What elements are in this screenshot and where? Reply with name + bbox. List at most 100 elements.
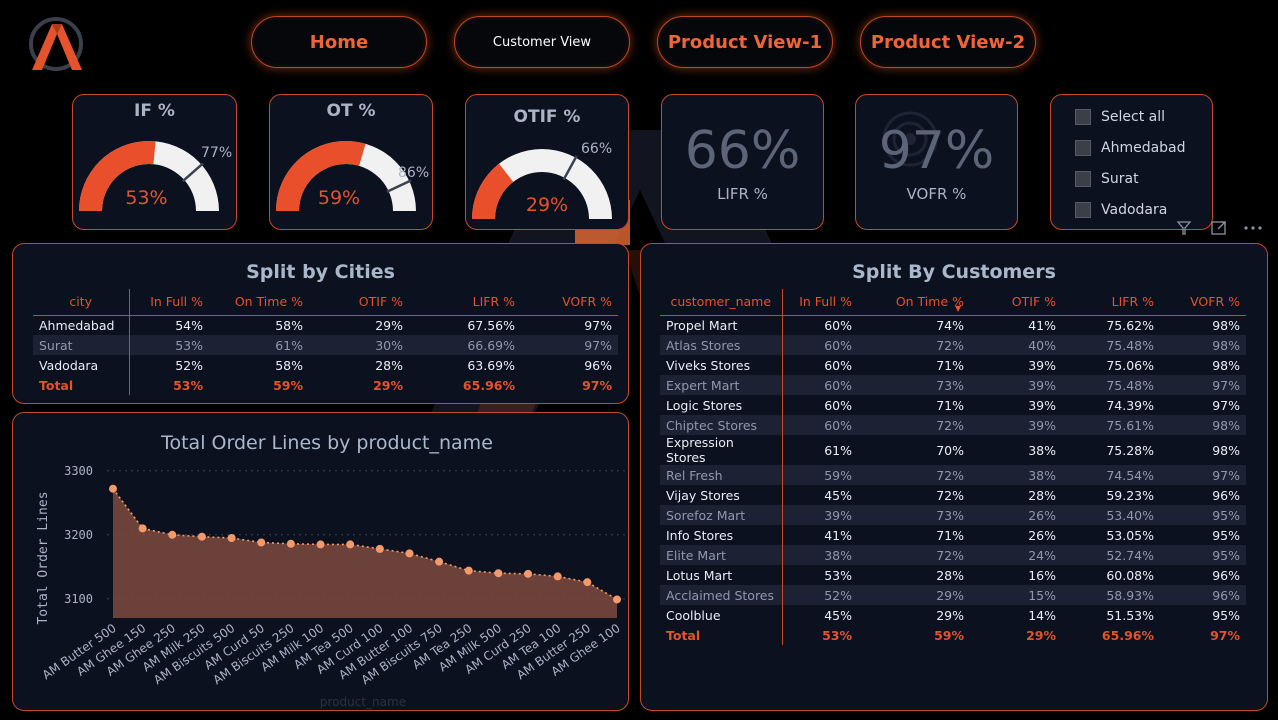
nav-product-view-2-button[interactable]: Product View-2 [860,16,1036,68]
table-cell: 58.93% [1062,585,1160,605]
data-point[interactable] [375,544,384,553]
table-total-cell: 65.96% [1101,627,1154,643]
slicer-item-select-all[interactable]: Select all [1075,109,1165,125]
column-header-otif[interactable]: OTIF % [970,289,1062,316]
column-header-in-full[interactable]: In Full % [129,289,209,316]
column-header-lifr[interactable]: LIFR % [1062,289,1160,316]
table-cell: 40% [970,335,1062,355]
slicer-item-surat[interactable]: Surat [1075,171,1139,187]
table-cell: 24% [970,545,1062,565]
column-header-in-full[interactable]: In Full % [782,289,858,316]
if-gauge [79,141,219,211]
table-total-cell: 29% [1026,627,1056,643]
otif-gauge-card[interactable]: OTIF % 29% 66% [465,94,629,230]
table-cell: 45% [824,487,852,503]
lifr-kpi-card[interactable]: 66% LIFR % [661,94,824,230]
table-row[interactable]: Info Stores 41% 71% 26% 53.05% 95% [660,525,1246,545]
ot-gauge-card[interactable]: OT % 59% 86% [269,94,433,230]
table-cell: 98% [1160,335,1246,355]
data-point[interactable] [435,557,444,566]
slicer-item-ahmedabad[interactable]: Ahmedabad [1075,140,1186,156]
table-row[interactable]: Acclaimed Stores 52% 29% 15% 58.93% 96% [660,585,1246,605]
kpi-label: VOFR % [906,185,967,203]
data-point[interactable] [109,484,117,493]
table-row[interactable]: Ahmedabad 54% 58% 29% 67.56% 97% [33,315,618,335]
column-header-customer-name[interactable]: customer_name [660,289,783,316]
table-row[interactable]: Coolblue 45% 29% 14% 51.53% 95% [660,605,1246,625]
gauge-value: 53% [125,187,168,209]
table-row[interactable]: Logic Stores 60% 71% 39% 74.39% 97% [660,395,1246,415]
data-point[interactable] [613,595,621,604]
table-cell: 60% [824,397,852,413]
gauge-value: 29% [525,194,569,216]
table-cell: Expert Mart [660,375,783,395]
checkbox[interactable] [1075,109,1091,125]
filter-icon[interactable] [1176,220,1192,236]
table-cell: 72% [858,545,970,565]
kpi-value: 97% [878,121,995,181]
data-point[interactable] [257,538,266,547]
table-cell: 60% [782,335,858,355]
checkbox[interactable] [1075,202,1091,218]
table-row[interactable]: Vadodara 52% 58% 28% 63.69% 96% [33,355,618,375]
table-row[interactable]: Expert Mart 60% 73% 39% 75.48% 97% [660,375,1246,395]
table-cell: 75.06% [1106,357,1154,373]
if-gauge-card[interactable]: IF % 53% 77% [72,94,237,230]
table-row[interactable]: Lotus Mart 53% 28% 16% 60.08% 96% [660,565,1246,585]
table-row[interactable]: Chiptec Stores 60% 72% 39% 75.61% 98% [660,415,1246,435]
slicer-item-vadodara[interactable]: Vadodara [1075,202,1167,218]
nav-home-button[interactable]: Home [251,16,427,68]
y-tick-label: 3100 [64,592,93,606]
column-header-city[interactable]: city [33,289,130,316]
table-cell: 75.61% [1062,415,1160,435]
chart-y-axis-label: Total Order Lines [36,491,51,624]
table-cell: 96% [1212,487,1240,503]
table-row[interactable]: Sorefoz Mart 39% 73% 26% 53.40% 95% [660,505,1246,525]
column-header-on-time[interactable]: On Time % [209,289,309,316]
data-point[interactable] [316,540,325,549]
table-cell: 14% [1028,607,1056,623]
table-total-row: Total 53% 59% 29% 65.96% 97% [33,375,618,395]
column-header-on-time[interactable]: On Time % ▼ [858,289,970,316]
table-row[interactable]: Rel Fresh 59% 72% 38% 74.54% 97% [660,465,1246,485]
data-point[interactable] [197,532,206,541]
table-row[interactable]: Viveks Stores 60% 71% 39% 75.06% 98% [660,355,1246,375]
gauge-value: 59% [317,187,361,209]
slicer-item-label: Select all [1101,109,1165,125]
column-header-vofr[interactable]: VOFR % [521,289,618,316]
table-row[interactable]: Propel Mart 60% 74% 41% 75.62% 98% [660,315,1246,335]
data-point[interactable] [286,539,295,548]
data-point[interactable] [227,534,236,542]
table-row[interactable]: Vijay Stores 45% 72% 28% 59.23% 96% [660,485,1246,505]
data-point[interactable] [138,524,147,533]
city-slicer[interactable]: Select all Ahmedabad Surat Vadodara [1050,94,1213,230]
data-point[interactable] [168,530,177,539]
data-point[interactable] [583,578,592,587]
data-point[interactable] [524,569,533,578]
checkbox[interactable] [1075,140,1091,156]
table-row[interactable]: Surat 53% 61% 30% 66.69% 97% [33,335,618,355]
panel-title: Split By Customers [852,261,1056,283]
column-header-otif[interactable]: OTIF % [309,289,409,316]
table-row[interactable]: Atlas Stores 60% 72% 40% 75.48% 98% [660,335,1246,355]
table-cell: Coolblue [660,605,783,625]
nav-customer-view-button[interactable]: Customer View [454,16,630,68]
data-point[interactable] [346,540,355,549]
data-point[interactable] [553,572,562,581]
vofr-kpi-card[interactable]: 97% VOFR % [855,94,1018,230]
column-header-vofr[interactable]: VOFR % [1160,289,1246,316]
y-tick-label: 3200 [64,528,93,542]
table-row[interactable]: Elite Mart 38% 72% 24% 52.74% 95% [660,545,1246,565]
table-row[interactable]: Expression Stores 61% 70% 38% 75.28% 98% [660,435,1246,465]
column-header-label: On Time % [895,294,964,310]
data-point[interactable] [405,549,414,558]
data-point[interactable] [494,569,503,578]
sort-descending-icon: ▼ [955,304,962,313]
column-header-lifr[interactable]: LIFR % [409,289,521,316]
nav-product-view-1-button[interactable]: Product View-1 [657,16,833,68]
checkbox[interactable] [1075,171,1091,187]
data-point[interactable] [464,566,473,575]
focus-mode-icon[interactable] [1210,220,1228,236]
table-cell: 28% [375,357,403,373]
more-options-icon[interactable] [1243,225,1263,231]
